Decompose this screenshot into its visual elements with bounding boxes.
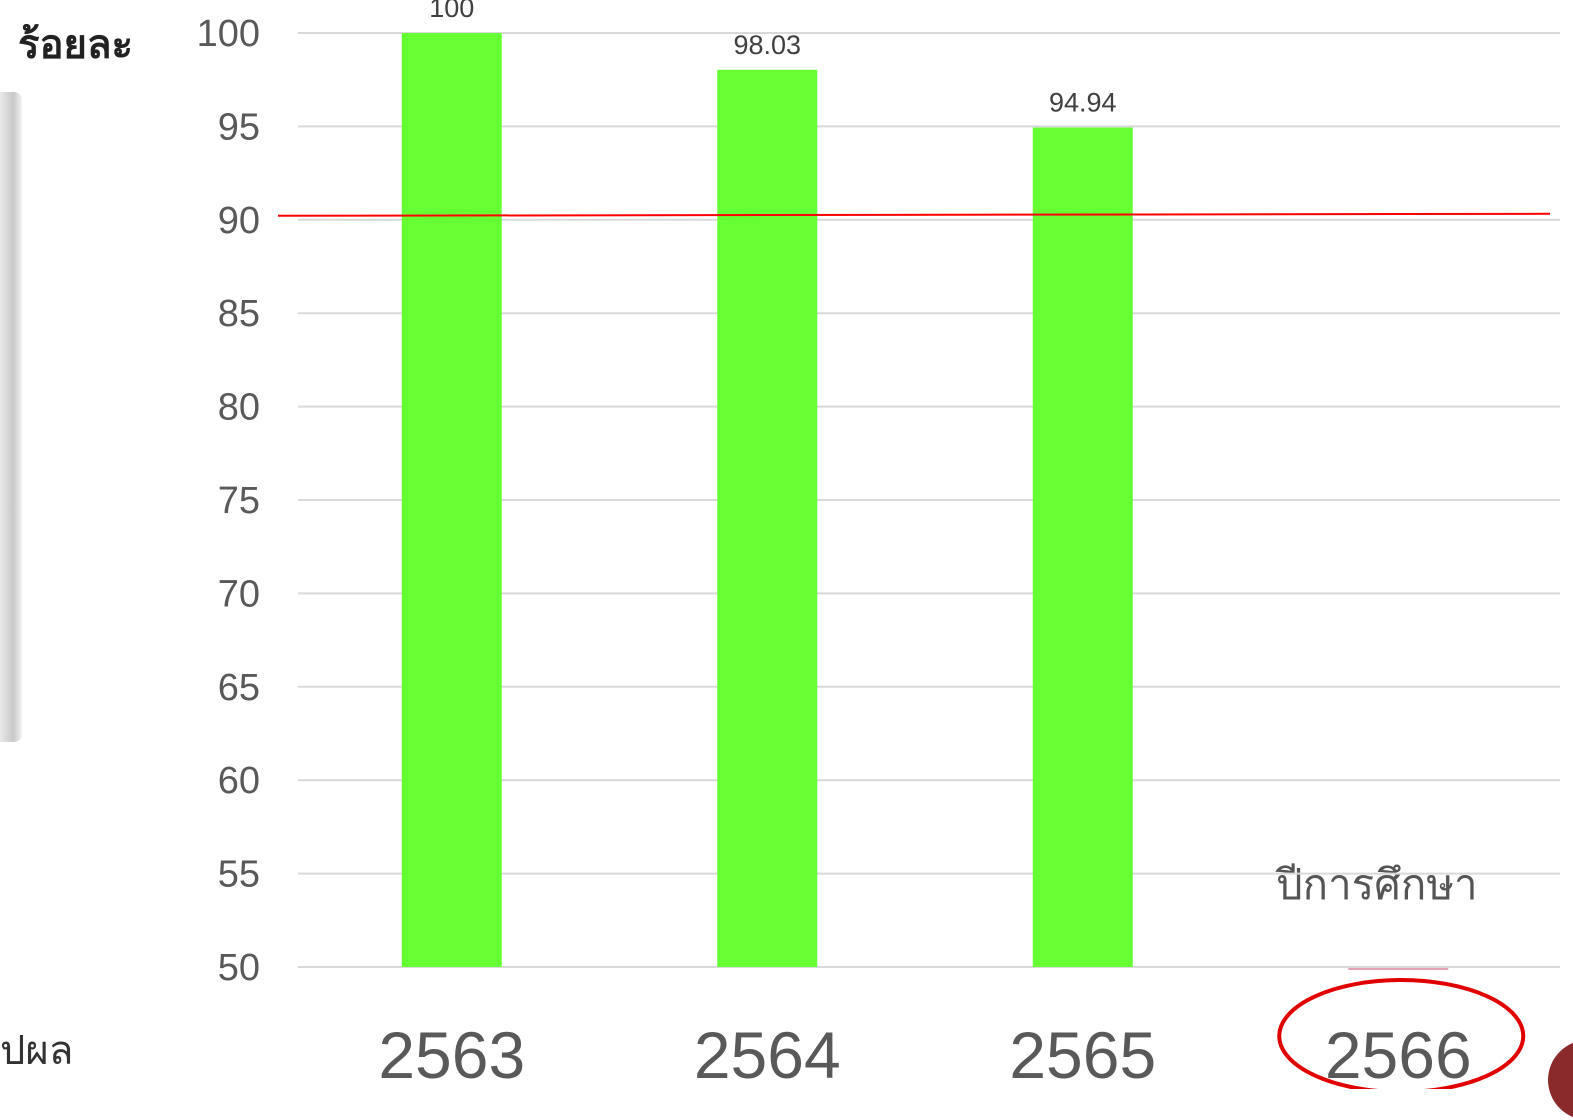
- y-tick-label: 85: [218, 293, 260, 335]
- data-label: 100: [429, 0, 474, 23]
- bar: [717, 69, 818, 967]
- y-tick-label: 60: [218, 760, 260, 802]
- data-label: 94.94: [1049, 88, 1117, 118]
- highlight-ellipse: [1277, 978, 1526, 1089]
- x-category-label: 2563: [378, 1018, 525, 1089]
- y-tick-label: 50: [218, 947, 260, 989]
- data-label: 98.03: [733, 30, 801, 60]
- y-tick-label: 80: [218, 387, 260, 429]
- y-tick-label: 95: [218, 106, 260, 148]
- bar: [401, 33, 502, 967]
- bar-chart: 100 95 90 85 80 75 70 65 60 55 50 100 98.03 94.94 2563…: [197, 0, 1560, 1089]
- y-tick-label: 65: [218, 667, 260, 709]
- x-axis-title: ปีการศึกษา: [1276, 860, 1478, 909]
- bar: [1032, 127, 1133, 967]
- x-category-label: 2564: [694, 1018, 841, 1089]
- side-panel-decoration: [0, 92, 22, 742]
- x-category-label: 2566: [1325, 1018, 1472, 1089]
- partial-side-text: ปผล: [0, 1028, 74, 1074]
- y-tick-label: 100: [197, 13, 260, 55]
- y-tick-label: 70: [218, 573, 260, 615]
- y-tick-label: 75: [218, 480, 260, 522]
- y-tick-label: 55: [218, 854, 260, 896]
- y-tick-label: 90: [218, 200, 260, 242]
- target-line: [277, 212, 1551, 217]
- x-category-label: 2565: [1009, 1018, 1156, 1089]
- y-axis-title: ร้อยละ: [18, 22, 133, 68]
